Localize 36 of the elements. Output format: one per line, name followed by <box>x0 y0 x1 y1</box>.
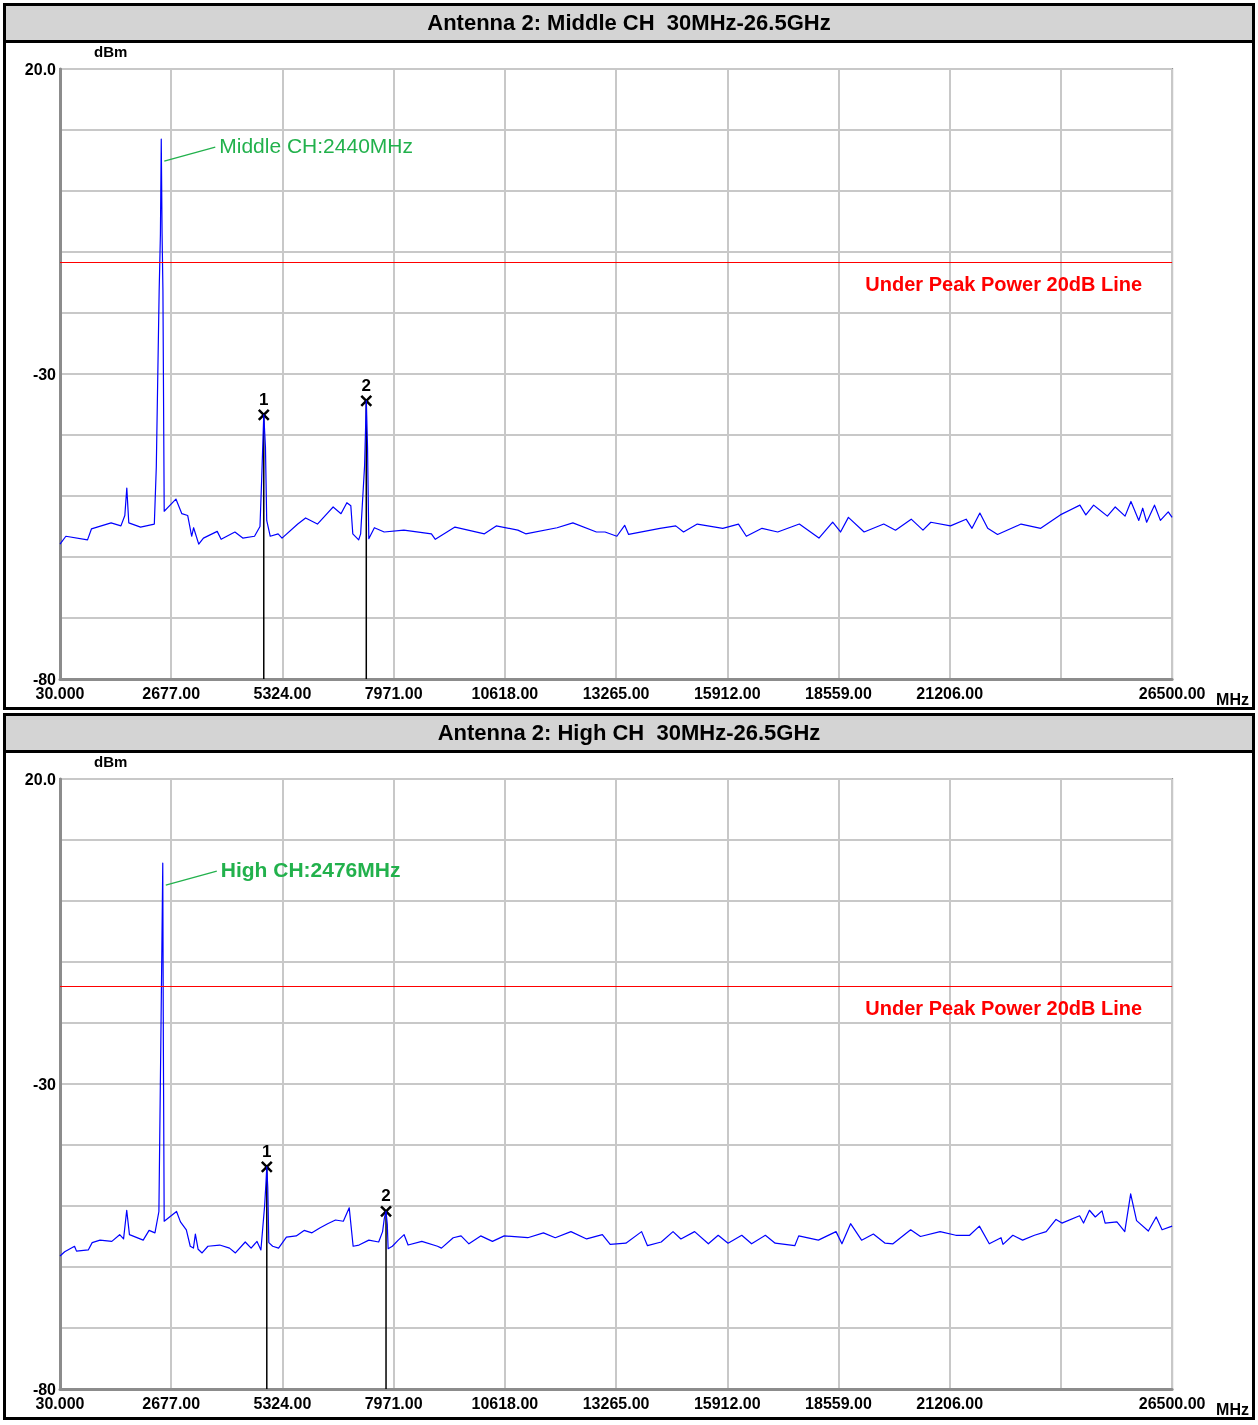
annotation: 2 <box>361 375 372 395</box>
y-tick-label: 20.0 <box>24 60 57 78</box>
x-tick-label: 10618.00 <box>471 1394 539 1412</box>
x-axis-title: MHz <box>1216 690 1250 708</box>
x-tick-label: 15912.00 <box>693 684 761 702</box>
y-axis-title: dBm <box>94 753 128 770</box>
x-tick-label: 18559.00 <box>805 684 872 702</box>
ref-line-label: Under Peak Power 20dB Line <box>865 996 1143 1019</box>
x-tick-label: 18559.00 <box>805 1394 872 1412</box>
x-tick-label: 10618.00 <box>471 684 539 702</box>
annotation: 2 <box>381 1186 391 1206</box>
x-tick-label: 7971.00 <box>364 684 423 702</box>
x-tick-label: 26500.00 <box>1138 1394 1206 1412</box>
x-tick-label: 5324.00 <box>253 684 312 702</box>
annotation: 1 <box>259 389 269 409</box>
y-tick-label: -30 <box>32 365 57 383</box>
x-tick-label: 21206.00 <box>916 1394 984 1412</box>
x-tick-label: 7971.00 <box>364 1394 423 1412</box>
x-tick-label: 13265.00 <box>582 684 650 702</box>
ref-line-label: Under Peak Power 20dB Line <box>865 272 1143 295</box>
annotation: Middle CH:2440MHz <box>219 133 413 157</box>
y-tick-label: 20.0 <box>24 770 57 788</box>
x-tick-label: 13265.00 <box>582 1394 650 1412</box>
x-tick-label: 2677.00 <box>142 1394 201 1412</box>
x-axis-title: MHz <box>1216 1400 1250 1418</box>
annotation: 1 <box>262 1141 272 1161</box>
y-tick-label: -30 <box>32 1075 57 1093</box>
x-tick-label: 26500.00 <box>1138 684 1206 702</box>
x-tick-label: 21206.00 <box>916 684 984 702</box>
annotation: High CH:2476MHz <box>220 857 401 881</box>
x-tick-label: 5324.00 <box>253 1394 312 1412</box>
chart-title: Antenna 2: High CH 30MHz-26.5GHz <box>6 716 1252 753</box>
chart-title: Antenna 2: Middle CH 30MHz-26.5GHz <box>6 6 1252 43</box>
x-tick-label: 2677.00 <box>142 684 201 702</box>
x-tick-label: 15912.00 <box>693 1394 761 1412</box>
y-axis-title: dBm <box>94 43 128 60</box>
